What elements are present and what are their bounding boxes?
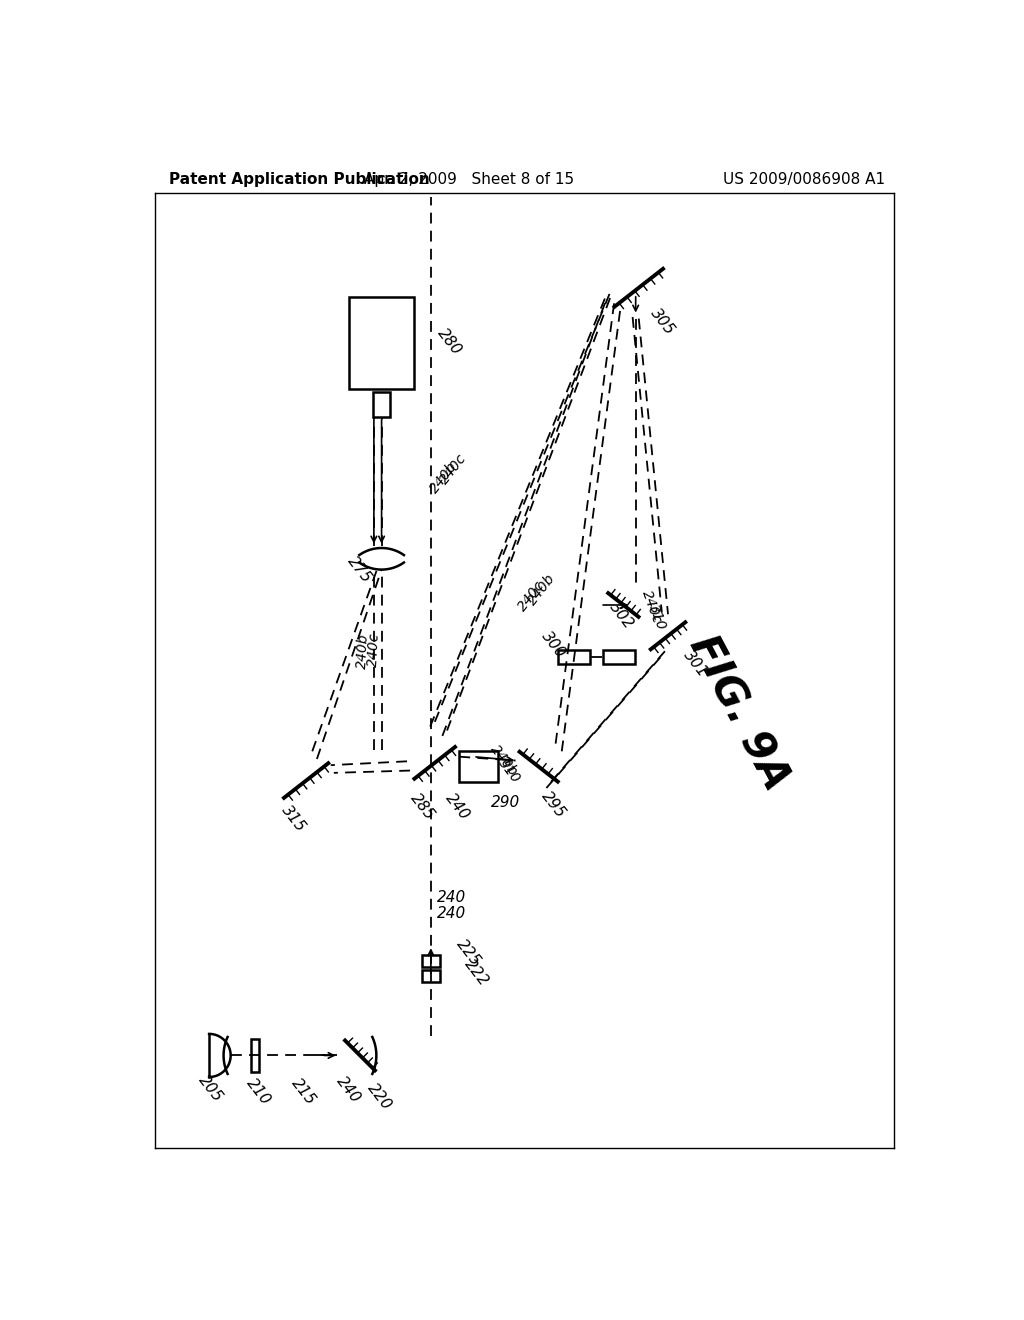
Text: 225: 225 [454,937,483,969]
Text: 295: 295 [539,789,568,821]
Bar [558,651,590,664]
Text: 240b: 240b [355,634,372,669]
Bar [373,392,390,417]
Text: Apr. 2, 2009   Sheet 8 of 15: Apr. 2, 2009 Sheet 8 of 15 [365,173,574,187]
Text: 280: 280 [435,326,465,358]
Text: 240: 240 [334,1074,364,1106]
Text: 285: 285 [408,791,437,822]
Text: 310: 310 [646,602,669,632]
Text: 301: 301 [680,647,711,680]
Text: 210: 210 [244,1076,273,1107]
Text: 220: 220 [365,1080,394,1113]
Text: 240c: 240c [437,451,469,487]
Text: 315: 315 [279,803,308,836]
Text: 240c: 240c [515,578,548,614]
Text: 300: 300 [539,628,568,661]
Text: US 2009/0086908 A1: US 2009/0086908 A1 [723,173,885,187]
Text: 290: 290 [490,795,520,809]
Text: 240c: 240c [639,587,664,626]
Text: 275: 275 [345,553,375,586]
Bar [602,651,635,664]
Text: 240b: 240b [524,572,558,607]
Text: 240b: 240b [487,742,520,779]
Text: Patent Application Publication: Patent Application Publication [169,173,430,187]
Bar [422,970,440,982]
Text: 240: 240 [442,791,472,822]
Text: 222: 222 [462,957,492,989]
Text: 240: 240 [437,906,466,920]
Bar [349,297,414,389]
Bar [422,954,440,966]
Text: 240: 240 [437,890,466,906]
Text: 205: 205 [196,1072,225,1105]
Text: 302: 302 [606,599,636,632]
Text: FIG. 9A: FIG. 9A [681,628,798,797]
Text: 240c: 240c [367,632,382,667]
Text: 305: 305 [648,305,678,338]
Text: 215: 215 [289,1076,318,1107]
Bar [460,751,498,781]
Text: 310: 310 [496,756,523,787]
Bar [252,1039,259,1072]
Text: 240b: 240b [427,459,460,495]
